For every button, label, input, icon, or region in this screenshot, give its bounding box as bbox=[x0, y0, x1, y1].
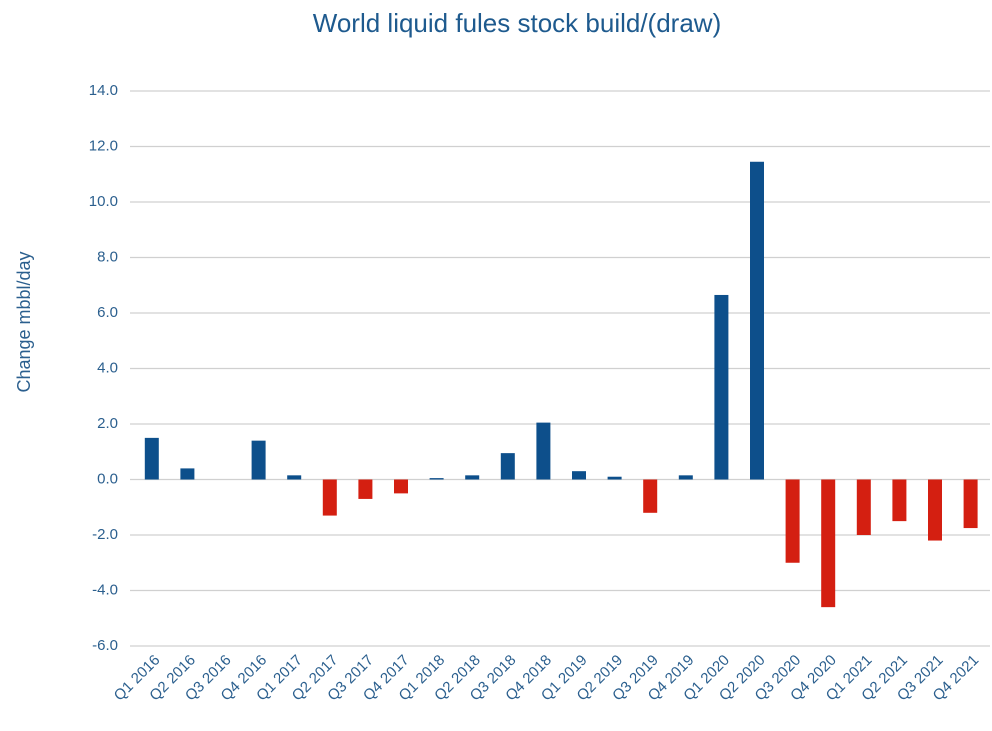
bar bbox=[821, 479, 836, 608]
bar bbox=[358, 479, 373, 499]
chart-title: World liquid fules stock build/(draw) bbox=[313, 8, 721, 38]
bar bbox=[500, 453, 515, 480]
bar bbox=[892, 479, 907, 522]
bar bbox=[287, 475, 302, 480]
y-axis-label: Change mbbl/day bbox=[14, 251, 34, 392]
y-tick-label: 6.0 bbox=[97, 304, 118, 321]
bar bbox=[251, 440, 266, 480]
bar bbox=[322, 479, 337, 516]
bar bbox=[678, 475, 693, 480]
y-tick-label: 8.0 bbox=[97, 248, 118, 265]
bar bbox=[572, 471, 586, 480]
bar bbox=[785, 479, 800, 563]
bar bbox=[536, 422, 551, 480]
y-tick-label: 10.0 bbox=[89, 193, 118, 210]
y-tick-label: 14.0 bbox=[89, 82, 118, 99]
bar bbox=[750, 161, 764, 480]
bar bbox=[928, 479, 942, 541]
y-tick-label: -4.0 bbox=[92, 581, 118, 598]
bar bbox=[429, 478, 444, 480]
bar bbox=[856, 479, 871, 535]
bar bbox=[394, 479, 408, 494]
bar bbox=[465, 475, 480, 480]
bar bbox=[643, 479, 658, 513]
bar bbox=[144, 437, 159, 480]
bar bbox=[607, 476, 622, 480]
y-tick-label: 2.0 bbox=[97, 415, 118, 432]
bar bbox=[963, 479, 978, 529]
y-tick-label: -2.0 bbox=[92, 526, 118, 543]
y-tick-label: 4.0 bbox=[97, 359, 118, 376]
y-tick-label: 12.0 bbox=[89, 137, 118, 154]
y-tick-label: -6.0 bbox=[92, 637, 118, 654]
y-tick-label: 0.0 bbox=[97, 470, 118, 487]
bar bbox=[714, 294, 729, 480]
bar bbox=[180, 468, 195, 480]
